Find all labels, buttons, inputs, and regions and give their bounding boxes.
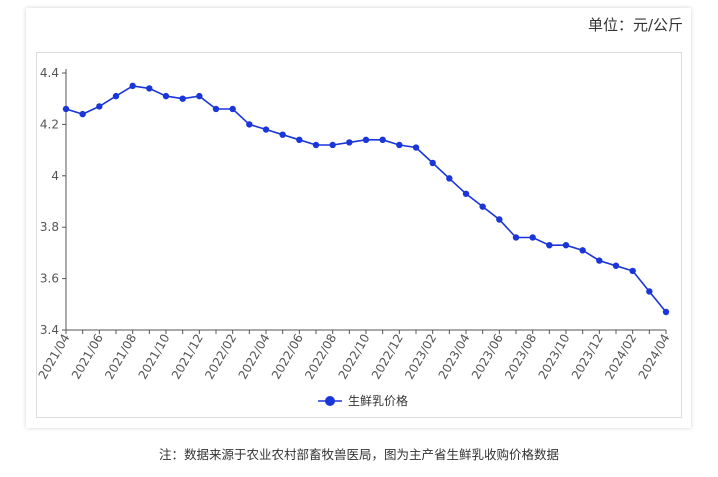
data-point: [212, 105, 220, 113]
data-point: [446, 175, 453, 182]
data-point: [579, 247, 586, 254]
y-tick-label: 3.6: [40, 272, 59, 286]
x-tick-label: 2023/10: [536, 332, 573, 382]
data-point: [62, 105, 70, 113]
legend-label: 生鲜乳价格: [348, 393, 408, 408]
data-point: [296, 136, 303, 144]
y-tick-label: 4.4: [40, 66, 59, 80]
x-tick-label: 2024/04: [636, 332, 673, 382]
data-point: [312, 141, 320, 149]
x-tick-label: 2022/06: [269, 332, 306, 382]
data-point: [196, 92, 203, 100]
data-point: [412, 144, 420, 151]
x-tick-label: 2023/06: [469, 332, 506, 382]
data-point: [229, 105, 236, 113]
line-chart: 3.43.63.844.24.42021/042021/062021/08202…: [37, 66, 673, 408]
data-point: [262, 126, 270, 133]
data-point: [662, 308, 670, 316]
x-tick-label: 2021/08: [102, 332, 139, 382]
data-point: [479, 203, 486, 210]
data-point: [112, 92, 120, 100]
data-point: [629, 267, 636, 275]
data-point: [512, 234, 520, 241]
x-tick-label: 2021/04: [37, 332, 73, 382]
data-point: [396, 141, 403, 149]
data-point: [496, 216, 503, 223]
data-point: [462, 190, 470, 197]
x-tick-label: 2022/08: [302, 332, 339, 382]
data-point: [612, 262, 620, 269]
data-point: [646, 288, 653, 295]
data-point: [129, 82, 136, 90]
unit-label: 单位：元/公斤: [587, 16, 683, 34]
data-point: [79, 110, 86, 118]
data-point: [162, 92, 170, 100]
y-tick-label: 3.8: [40, 220, 59, 234]
data-point: [146, 85, 153, 92]
footnote: 注：数据来源于农业农村部畜牧兽医局，图为主产省生鲜乳收购价格数据: [158, 447, 559, 462]
data-point: [96, 103, 103, 110]
chart-frame: 3.4 3.6 3.8 4 4.2 4.4 2021/04 2021/06 2021/08 202…: [36, 52, 682, 418]
data-point: [279, 131, 286, 138]
data-point: [329, 141, 336, 149]
x-tick-label: 2024/02: [602, 332, 639, 382]
data-point: [546, 241, 553, 249]
x-tick-label: 2022/12: [369, 332, 406, 382]
x-tick-label: 2023/12: [569, 332, 606, 382]
data-point: [362, 136, 370, 144]
data-point: [429, 159, 436, 167]
data-point: [246, 121, 253, 128]
data-point: [179, 95, 186, 102]
x-tick-label: 2021/10: [136, 332, 173, 382]
y-tick-label: 4.2: [40, 117, 59, 131]
x-tick-label: 2023/04: [436, 332, 473, 382]
series-line: [65, 85, 667, 313]
x-tick-label: 2022/04: [236, 332, 273, 382]
data-point: [562, 241, 570, 249]
data-point: [346, 139, 353, 146]
x-tick-label: 2022/10: [336, 332, 373, 382]
x-tick-label: 2022/02: [202, 332, 239, 382]
x-tick-label: 2021/06: [69, 332, 106, 382]
chart-card: 单位：元/公斤 3.4 3.6 3.8 4 4.2 4.4 2021/04 2021/06 20…: [26, 8, 691, 428]
x-tick-label: 2023/02: [402, 332, 439, 382]
data-point: [529, 234, 536, 241]
legend-marker: [325, 396, 335, 406]
data-point: [596, 257, 603, 264]
x-tick-label: 2023/08: [502, 331, 539, 381]
y-tick-label: 3.4: [40, 323, 59, 337]
y-tick-label: 4: [51, 169, 59, 183]
x-tick-label: 2021/12: [169, 332, 206, 382]
data-point: [379, 136, 386, 144]
